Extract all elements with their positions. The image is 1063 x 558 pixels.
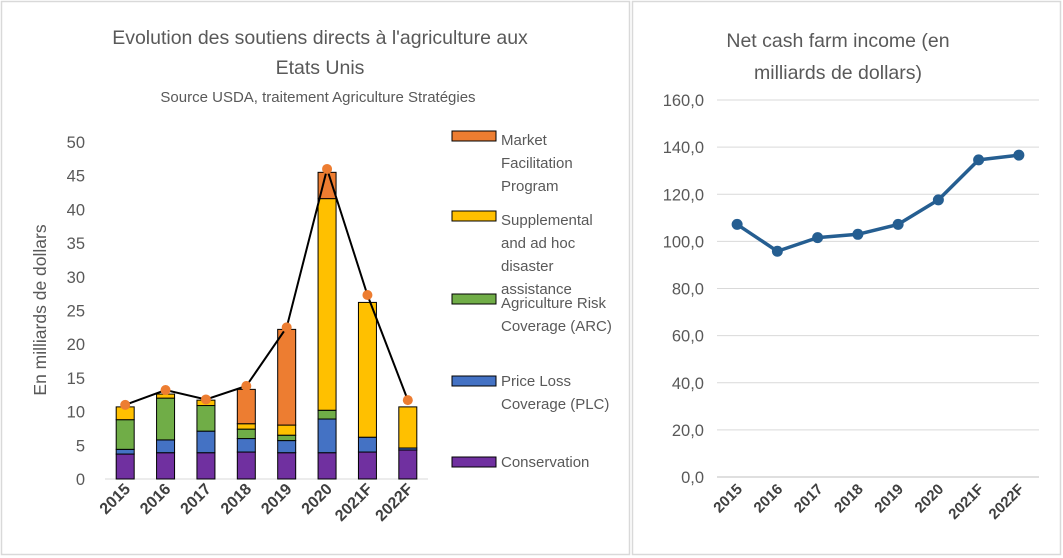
bar-segment [236,438,256,453]
bar-segment [317,418,337,454]
bar-segment [196,452,216,480]
total-line [124,165,409,406]
bar-segment [277,452,297,480]
bar-segment [156,439,176,454]
support-chart-y-axis-label: En milliards de dollars [30,224,50,395]
income-marker [812,232,824,244]
bar-segment [357,301,377,438]
support-chart-title-line-2: Etats Unis [276,57,365,79]
income-marker [731,218,743,230]
y-tick-label: 0 [76,471,85,489]
total-marker [402,395,413,406]
income-marker [973,154,985,166]
income-marker [892,218,904,230]
legend-swatch [451,210,497,222]
total-marker [322,163,333,174]
legend-label: Coverage (ARC) [501,318,612,335]
legend-label: Facilitation [501,155,573,172]
y-tick-label: 120,0 [663,186,704,204]
total-marker [160,385,171,396]
y-tick-label: 15 [67,370,85,388]
legend-label: Price Loss [501,373,571,390]
legend-label: Supplemental [501,212,593,229]
y-tick-label: 50 [67,134,85,152]
bar-segment [277,424,297,436]
legend-label: disaster [501,258,554,275]
y-tick-label: 30 [67,269,85,287]
bar-segment [115,448,135,455]
bar-segment [357,451,377,480]
legend-label: and ad hoc [501,235,576,252]
bar-segment [277,440,297,454]
total-marker [200,394,211,405]
y-tick-label: 140,0 [663,139,704,157]
legend-label: Program [501,178,559,195]
y-tick-label: 160,0 [663,92,704,110]
income-marker [932,194,944,206]
y-tick-label: 20,0 [672,422,704,440]
y-tick-label: 35 [67,235,85,253]
y-tick-label: 45 [67,168,85,186]
income-marker [771,245,783,257]
bar-segment [236,423,256,430]
y-tick-label: 10 [67,404,85,422]
y-tick-label: 80,0 [672,281,704,299]
bar-segment [277,328,297,426]
bar-segment [156,452,176,480]
y-tick-label: 100,0 [663,233,704,251]
bar-segment [317,198,337,411]
support-chart-title-line-1: Evolution des soutiens directs à l'agric… [112,27,528,49]
bar-segment [236,388,256,425]
bar-segment [236,451,256,480]
support-chart-subtitle: Source USDA, traitement Agriculture Stra… [160,89,475,106]
right-panel-border [631,0,1062,556]
legend-swatch [451,130,497,142]
y-tick-label: 5 [76,437,85,455]
bar-segment [115,419,135,450]
bar-segment [317,452,337,480]
y-tick-label: 20 [67,336,85,354]
legend-label: Conservation [501,454,589,471]
total-marker [241,380,252,391]
y-tick-label: 40 [67,201,85,219]
legend-swatch [451,375,497,387]
bar-segment [115,453,135,480]
y-tick-label: 25 [67,303,85,321]
y-tick-label: 40,0 [672,375,704,393]
bar-segment [357,436,377,453]
y-tick-label: 60,0 [672,328,704,346]
y-tick-label: 0,0 [681,469,704,487]
legend-swatch [451,293,497,305]
legend-swatch [451,456,497,468]
total-marker [281,322,292,333]
left-panel-border [0,0,631,556]
income-line [736,153,1020,254]
bar-segment [317,409,337,420]
legend-label: Market [501,132,548,149]
legend-label: Agriculture Risk [501,295,607,312]
bar-segment [156,397,176,441]
bar-segment [196,405,216,432]
total-marker [120,399,131,410]
bar-segment [196,430,216,454]
income-chart-title-line-2: milliards de dollars) [754,62,922,84]
bar-segment [277,434,297,442]
total-marker [362,289,373,300]
income-chart-title-line-1: Net cash farm income (en [726,30,949,52]
bar-segment [236,428,256,440]
legend-label: Coverage (PLC) [501,396,609,413]
legend-label: assistance [501,281,572,298]
income-marker [852,228,864,240]
bar-segment [398,449,418,480]
bar-segment [398,406,418,449]
income-marker [1013,149,1025,161]
